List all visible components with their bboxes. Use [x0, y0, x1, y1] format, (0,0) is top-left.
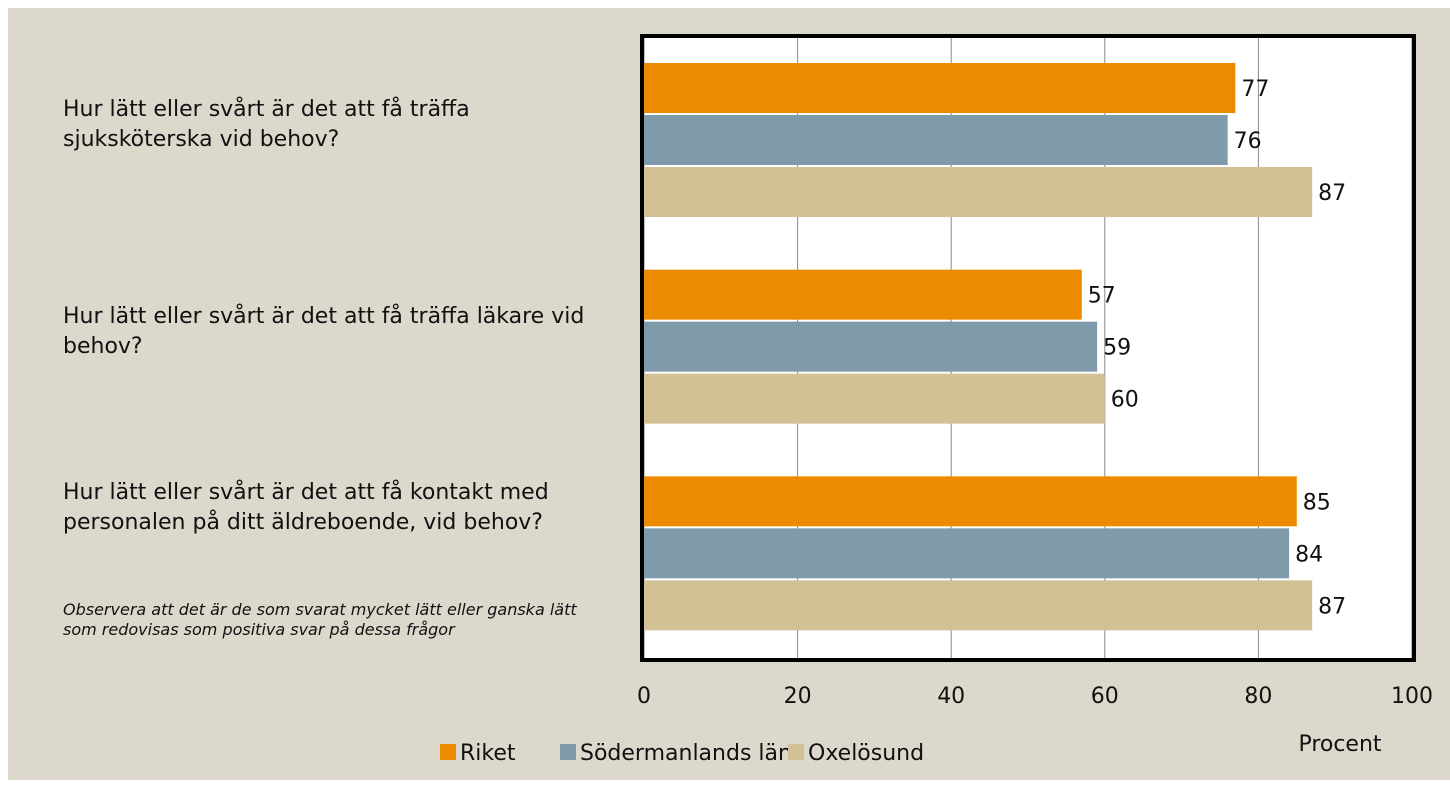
x-tick-label: 60: [1091, 684, 1119, 709]
value-label: 87: [1318, 181, 1346, 206]
value-label: 57: [1088, 284, 1116, 309]
bar: [644, 167, 1313, 217]
value-label: 87: [1318, 594, 1346, 619]
value-label: 85: [1303, 490, 1331, 515]
x-tick-label: 0: [637, 684, 651, 709]
bar: [644, 373, 1105, 424]
note: Observera att det är de som svarat mycke…: [63, 600, 577, 639]
x-axis-label: Procent: [1298, 732, 1381, 757]
bar: [644, 321, 1098, 372]
legend-label: Södermanlands län: [580, 741, 792, 766]
bar: [644, 580, 1313, 631]
legend-swatch: [788, 744, 804, 760]
value-label: 59: [1103, 336, 1131, 361]
legend-swatch: [440, 744, 456, 760]
plot-border: [640, 34, 1416, 662]
value-label: 60: [1111, 388, 1139, 413]
bar: [644, 115, 1228, 165]
category-label: Hur lätt eller svårt är det att få konta…: [63, 480, 549, 536]
bar: [644, 476, 1297, 527]
bar: [644, 63, 1236, 113]
bar: [644, 528, 1290, 579]
value-label: 76: [1234, 129, 1262, 154]
legend-label: Riket: [460, 741, 516, 766]
value-label: 84: [1295, 542, 1323, 567]
category-label: Hur lätt eller svårt är det att få träff…: [63, 97, 470, 152]
bar: [644, 269, 1082, 320]
category-label: Hur lätt eller svårt är det att få träff…: [63, 303, 585, 359]
legend-swatch: [560, 744, 576, 760]
value-label: 77: [1241, 77, 1269, 102]
x-tick-label: 100: [1391, 684, 1433, 709]
x-tick-label: 80: [1244, 684, 1272, 709]
legend-label: Oxelösund: [808, 741, 924, 766]
x-tick-label: 20: [784, 684, 812, 709]
x-tick-label: 40: [937, 684, 965, 709]
